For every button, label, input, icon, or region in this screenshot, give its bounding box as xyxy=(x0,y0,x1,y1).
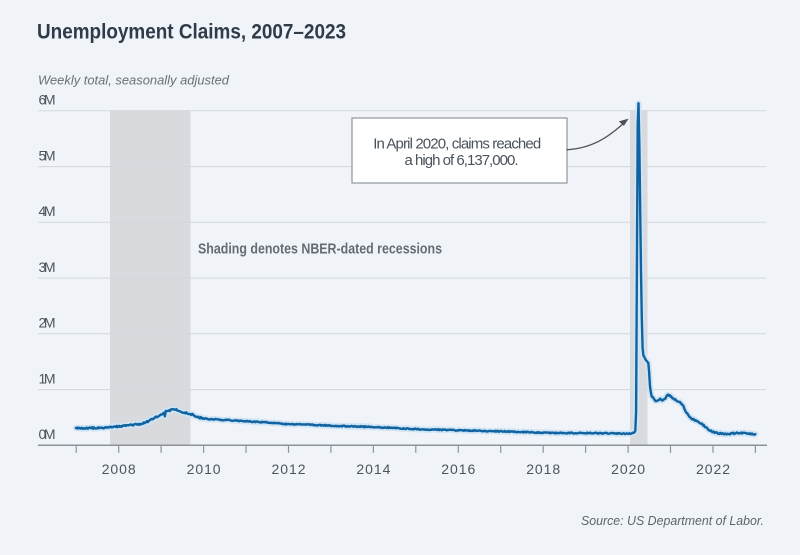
svg-text:2008: 2008 xyxy=(102,461,136,477)
svg-text:3M: 3M xyxy=(39,259,56,275)
svg-text:a high of 6,137,000.: a high of 6,137,000. xyxy=(405,152,519,169)
svg-text:6M: 6M xyxy=(39,92,56,108)
svg-text:Unemployment Claims, 2007–2023: Unemployment Claims, 2007–2023 xyxy=(37,20,346,44)
svg-text:2014: 2014 xyxy=(356,461,390,477)
svg-text:5M: 5M xyxy=(39,147,56,163)
svg-text:Source: US Department of Labor: Source: US Department of Labor. xyxy=(581,513,764,528)
svg-text:2020: 2020 xyxy=(611,461,645,477)
svg-text:2012: 2012 xyxy=(272,461,306,477)
svg-text:2010: 2010 xyxy=(187,461,221,477)
svg-text:Shading denotes NBER-dated rec: Shading denotes NBER-dated recessions xyxy=(198,241,442,258)
svg-text:4M: 4M xyxy=(39,203,56,219)
svg-text:In April 2020, claims reached: In April 2020, claims reached xyxy=(373,136,541,153)
svg-text:0M: 0M xyxy=(39,426,56,442)
svg-text:2016: 2016 xyxy=(441,461,475,477)
svg-text:1M: 1M xyxy=(39,370,56,386)
svg-text:Weekly total, seasonally adjus: Weekly total, seasonally adjusted xyxy=(38,73,230,88)
svg-text:2018: 2018 xyxy=(526,461,560,477)
svg-text:2M: 2M xyxy=(39,315,56,331)
svg-text:2022: 2022 xyxy=(696,461,730,477)
